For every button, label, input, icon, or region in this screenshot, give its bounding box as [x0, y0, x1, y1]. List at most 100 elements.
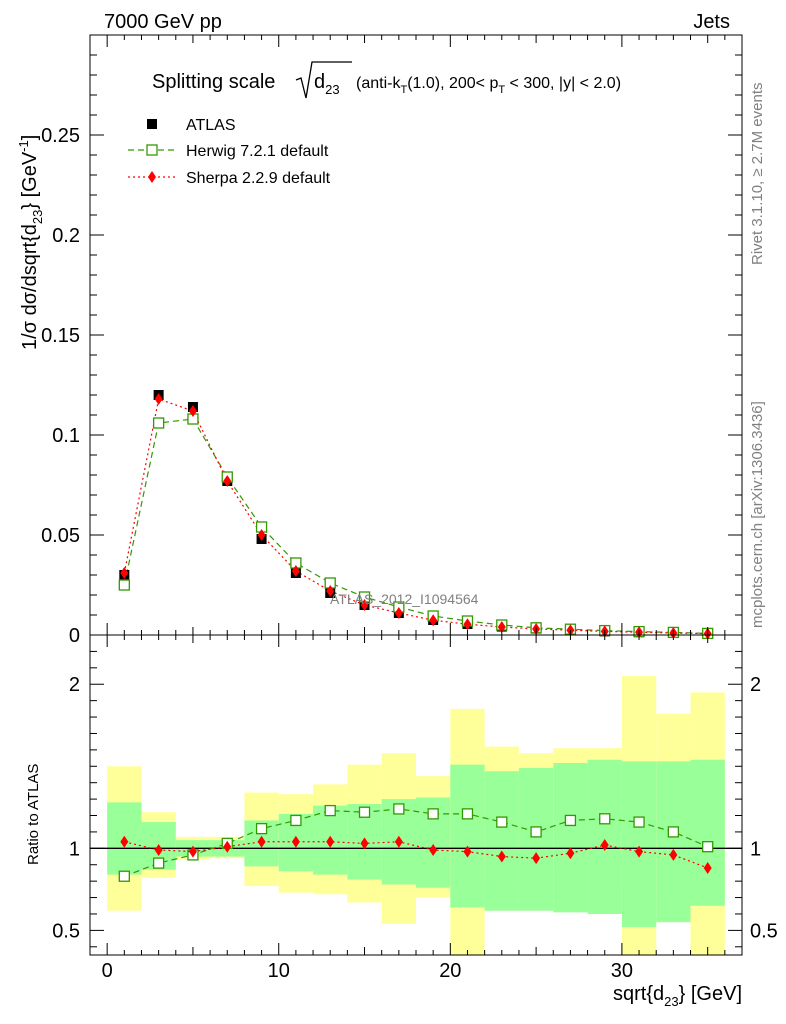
- ratio-plot-area: [90, 676, 742, 955]
- main-point: [152, 417, 165, 429]
- ratio-point: [120, 835, 129, 848]
- main-point: [223, 475, 232, 487]
- ratio-point: [358, 806, 371, 818]
- x-tick-label: 20: [439, 960, 461, 982]
- ratio-point: [702, 841, 714, 853]
- ratio-point: [635, 845, 644, 858]
- main-point: [497, 621, 506, 633]
- ratio-point: [154, 843, 163, 856]
- ratio-point: [394, 835, 403, 848]
- ratio-y-tick-label: 0.5: [52, 920, 80, 942]
- stat-band-bin: [621, 761, 657, 928]
- header-right: Jets: [693, 11, 730, 33]
- ratio-point: [257, 835, 266, 848]
- y-tick-label: 0.15: [41, 325, 80, 347]
- ratio-point: [669, 848, 678, 861]
- legend-label: Sherpa 2.2.9 default: [186, 170, 331, 187]
- ratio-panel: 0 10 20 30 0.5 0.5 1 1 2 2 Ratio to ATLAS sqrt{d2…: [25, 634, 778, 1009]
- main-point: [326, 585, 335, 597]
- y-tick-label: 0: [69, 625, 80, 647]
- main-panel: ATLAS_2012_I1094564 00.050.10.150.20.25 …: [16, 34, 743, 647]
- legend-marker: [148, 171, 156, 183]
- main-point: [188, 405, 197, 417]
- x-tick-label: 30: [611, 960, 633, 982]
- main-ylabel: 1/σ dσ/dsqrt{d23} [GeV-1]: [16, 135, 45, 350]
- ratio-y-tick-label-right: 0.5: [750, 920, 778, 942]
- main-point: [118, 579, 130, 591]
- stat-band-bin: [518, 767, 554, 911]
- main-point: [429, 614, 438, 627]
- stat-band-bin: [587, 759, 622, 914]
- ratio-y-tick-label-right: 1: [750, 838, 761, 860]
- main-series-line: [123, 398, 708, 635]
- ratio-point: [461, 808, 474, 820]
- main-point: [257, 529, 266, 541]
- main-point: [463, 618, 472, 631]
- y-tick-label: 0.25: [41, 125, 80, 147]
- legend-marker: [146, 144, 158, 156]
- stat-band-bin: [553, 763, 588, 913]
- main-point: [291, 565, 300, 577]
- ratio-point: [463, 845, 472, 858]
- main-point: [360, 599, 369, 611]
- ratio-xlabel: sqrt{d23} [GeV]: [613, 983, 742, 1009]
- ratio-point: [496, 816, 508, 828]
- ratio-point: [633, 816, 645, 828]
- ratio-point: [223, 840, 232, 853]
- ratio-ylabel: Ratio to ATLAS: [25, 764, 42, 865]
- ratio-point: [600, 839, 609, 852]
- ratio-point: [324, 804, 336, 817]
- ratio-axes: 0 10 20 30 0.5 0.5 1 1 2 2: [52, 635, 778, 982]
- ratio-y-tick-label: 1: [69, 838, 80, 860]
- y-tick-label: 0.1: [52, 425, 80, 447]
- ratio-point: [118, 870, 130, 882]
- ratio-point: [429, 843, 438, 856]
- sqrt-symbol: [295, 61, 352, 99]
- x-tick-label: 10: [268, 960, 290, 982]
- ratio-point: [564, 814, 577, 827]
- legend-label: ATLAS: [186, 117, 236, 134]
- main-point: [394, 607, 403, 619]
- main-point: [120, 567, 129, 579]
- ratio-point: [703, 862, 712, 875]
- title-suffix: (anti-kT(1.0), 200< pT < 300, |y| < 2.0): [356, 75, 621, 96]
- main-series-line: [123, 418, 708, 634]
- main-axes: 0 0.05 0.1 0.15 0.2 0.25: [41, 34, 742, 647]
- ratio-point: [566, 847, 575, 860]
- title-text: Splitting scale: [152, 71, 275, 93]
- legend-marker: [147, 119, 157, 129]
- ratio-point: [497, 850, 506, 863]
- ratio-point: [326, 835, 335, 848]
- y-tick-label: 0.2: [52, 225, 80, 247]
- ratio-point: [152, 857, 165, 869]
- ratio-point: [393, 803, 405, 815]
- analysis-watermark: ATLAS_2012_I1094564: [330, 591, 479, 607]
- ratio-series-line: [124, 841, 708, 869]
- ratio-point: [290, 814, 302, 827]
- ratio-point: [360, 837, 369, 850]
- ratio-point: [255, 822, 268, 835]
- ratio-point: [530, 826, 542, 838]
- ratio-point: [427, 808, 439, 820]
- ratio-series-line: [124, 808, 708, 877]
- stat-band-bin: [656, 761, 691, 923]
- ratio-y-tick-label-right: 2: [750, 674, 761, 696]
- main-point: [154, 393, 163, 405]
- stat-band-bin: [484, 771, 519, 911]
- y-tick-label: 0.05: [41, 525, 80, 547]
- legend: ATLAS Herwig 7.2.1 default Sherpa 2.2.9 de…: [128, 117, 331, 187]
- ratio-point: [599, 813, 611, 825]
- stat-band-bin: [450, 764, 485, 908]
- title-math: d23: [314, 71, 340, 97]
- rivet-label: Rivet 3.1.10, ≥ 2.7M events: [749, 83, 766, 266]
- header-left: 7000 GeV pp: [104, 11, 222, 33]
- ratio-y-tick-label: 2: [69, 674, 80, 696]
- ratio-point: [667, 826, 680, 838]
- main-title: Splitting scale d23 (anti-kT(1.0), 200< …: [152, 61, 621, 99]
- x-tick-label: 0: [102, 960, 113, 982]
- ratio-point: [291, 835, 300, 848]
- mcplots-label: mcplots.cern.ch [arXiv:1306.3436]: [749, 401, 766, 628]
- stat-band-bin: [690, 759, 725, 906]
- ratio-point: [188, 845, 197, 858]
